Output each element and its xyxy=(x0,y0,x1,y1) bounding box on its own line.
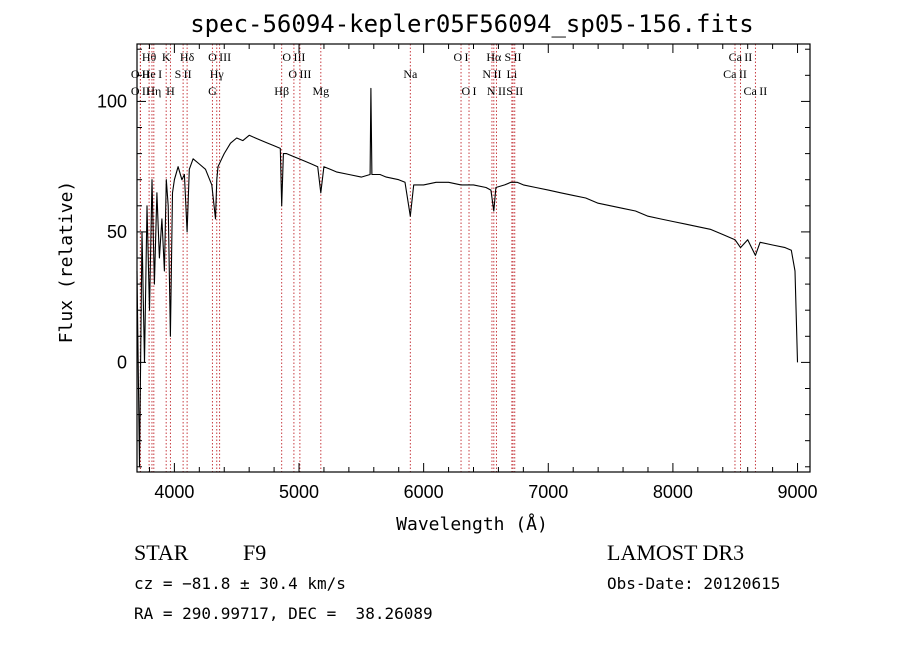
line-marker-label-6: S II xyxy=(175,67,192,81)
line-marker-label-16: Na xyxy=(403,67,418,81)
line-marker-label-3: He I xyxy=(142,67,162,81)
object-type: STAR xyxy=(134,540,189,565)
y-tick-label-1: 50 xyxy=(107,222,127,242)
chart-title: spec-56094-kepler05F56094_sp05-156.fits xyxy=(190,10,754,38)
line-marker-label-15: Mg xyxy=(312,84,329,98)
line-marker-label-9: O III xyxy=(208,50,231,64)
line-marker-label-1: Hθ xyxy=(142,50,157,64)
spectrum-line-0 xyxy=(136,87,799,468)
x-tick-label-5: 9000 xyxy=(778,482,818,502)
observation-date: Obs-Date: 20120615 xyxy=(607,574,781,593)
x-tick-label-1: 5000 xyxy=(279,482,319,502)
line-marker-label-5: K xyxy=(162,50,171,64)
line-marker-label-11: G xyxy=(208,84,217,98)
spectral-subclass: F9 xyxy=(243,540,267,565)
line-marker-label-13: O III xyxy=(282,50,305,64)
line-marker-label-23: Li xyxy=(507,67,518,81)
y-axis-label: Flux (relative) xyxy=(56,181,77,344)
coordinates: RA = 290.99717, DEC = 38.26089 xyxy=(134,604,433,623)
line-marker-label-26: Ca II xyxy=(723,67,747,81)
x-tick-label-0: 4000 xyxy=(154,482,194,502)
line-marker-label-2: O II xyxy=(131,67,150,81)
line-marker-label-19: Hα xyxy=(486,50,502,64)
x-tick-label-3: 7000 xyxy=(528,482,568,502)
y-tick-label-2: 100 xyxy=(97,91,127,111)
x-tick-label-2: 6000 xyxy=(404,482,444,502)
line-marker-label-12: Hβ xyxy=(274,84,289,98)
plot-frame xyxy=(136,43,811,473)
line-marker-label-18: O I xyxy=(461,84,476,98)
survey-name: LAMOST DR3 xyxy=(607,540,745,565)
line-marker-label-25: Ca II xyxy=(729,50,753,64)
line-marker-label-8: Hδ xyxy=(180,50,195,64)
line-marker-label-20: N II xyxy=(482,67,501,81)
redshift-cz: cz = −81.8 ± 30.4 km/s xyxy=(134,574,346,593)
line-marker-label-24: S II xyxy=(506,84,523,98)
line-marker-label-17: O I xyxy=(453,50,468,64)
x-axis-label: Wavelength (Å) xyxy=(396,513,548,535)
x-tick-label-4: 8000 xyxy=(653,482,693,502)
line-marker-label-4: Hη xyxy=(146,84,161,98)
line-marker-label-22: S II xyxy=(504,50,521,64)
line-marker-label-21: N II xyxy=(487,84,506,98)
line-marker-label-7: H xyxy=(166,84,175,98)
line-marker-label-10: Hγ xyxy=(210,67,225,81)
line-marker-label-27: Ca II xyxy=(744,84,768,98)
series-layer xyxy=(136,87,799,468)
axis-ticks: 4000 5000 6000 7000 8000 9000 0 50 100 xyxy=(97,44,818,502)
y-tick-label-0: 0 xyxy=(117,352,127,372)
line-marker-label-14: O III xyxy=(288,67,311,81)
